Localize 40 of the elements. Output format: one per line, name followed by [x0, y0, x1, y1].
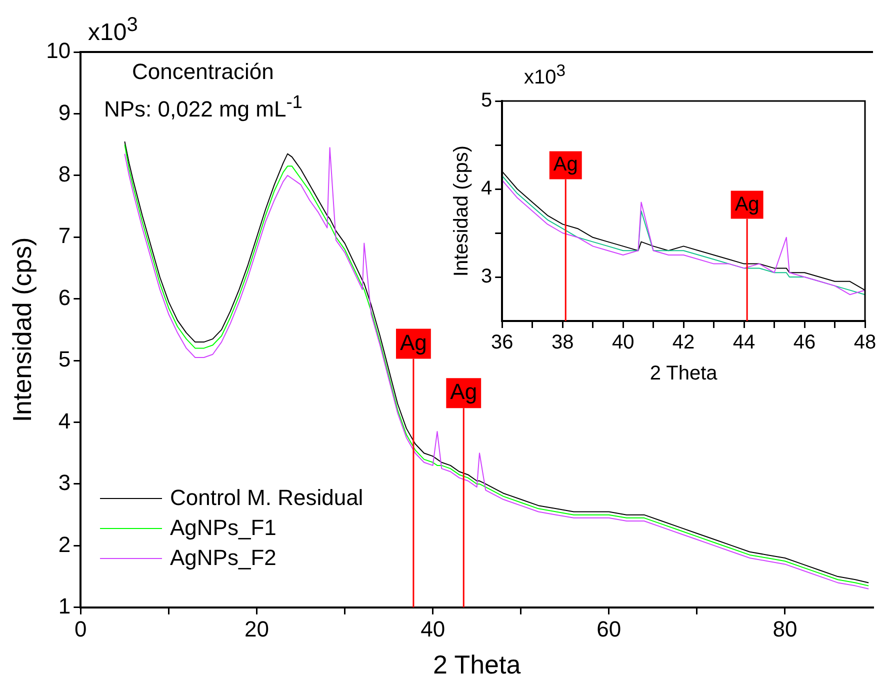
ref-line-label: Ag — [400, 330, 427, 355]
x-tick-label: 48 — [854, 332, 876, 354]
x-tick-label: 60 — [596, 616, 622, 642]
ref-line-label: Ag — [734, 193, 760, 216]
y-tick-label: 6 — [58, 284, 71, 310]
x-tick-label: 38 — [551, 332, 574, 354]
legend-label: Control M. Residual — [170, 485, 364, 511]
y-axis-title: Intensidad (cps) — [6, 237, 37, 422]
ref-line-label: Ag — [450, 379, 478, 404]
y-tick-label: 5 — [481, 90, 492, 112]
y-tick-label: 10 — [46, 38, 71, 64]
y-tick-label: 3 — [481, 266, 492, 288]
x-tick-label: 20 — [244, 616, 269, 642]
x-tick-label: 42 — [672, 332, 695, 354]
x-tick-label: 46 — [793, 332, 816, 354]
x-tick-label: 44 — [732, 332, 756, 354]
x-tick-label: 80 — [772, 616, 798, 642]
y-tick-label: 2 — [58, 532, 71, 557]
annotation: Concentración — [132, 59, 274, 84]
x-tick-label: 0 — [74, 616, 87, 642]
y-tick-label: 4 — [481, 178, 492, 200]
y-tick-label: 1 — [58, 593, 71, 618]
x-tick-label: 40 — [420, 616, 446, 642]
x-tick-label: 36 — [491, 332, 514, 354]
x-tick-label: 40 — [612, 332, 634, 354]
y-tick-label: 9 — [58, 100, 71, 125]
y-tick-label: 7 — [58, 223, 71, 248]
ref-line-label: Ag — [553, 154, 578, 176]
text: x10$^{3}$ — [88, 14, 138, 46]
y-tick-label: 4 — [58, 408, 71, 434]
y-tick-label: 5 — [58, 346, 71, 372]
annotation: NPs: 0,022 mg mL$^{-1}$ — [104, 91, 302, 122]
x-axis-title: 2 Theta — [650, 362, 718, 385]
x-axis-title: 2 Theta — [432, 650, 522, 680]
y-axis-title: Intesidad (cps) — [450, 145, 473, 277]
legend-label: AgNPs_F2 — [170, 545, 276, 571]
annotation: x10$^{3}$ — [524, 61, 566, 89]
y-tick-label: 8 — [58, 161, 71, 186]
legend-label: AgNPs_F1 — [170, 515, 276, 541]
y-tick-label: 3 — [58, 470, 71, 496]
